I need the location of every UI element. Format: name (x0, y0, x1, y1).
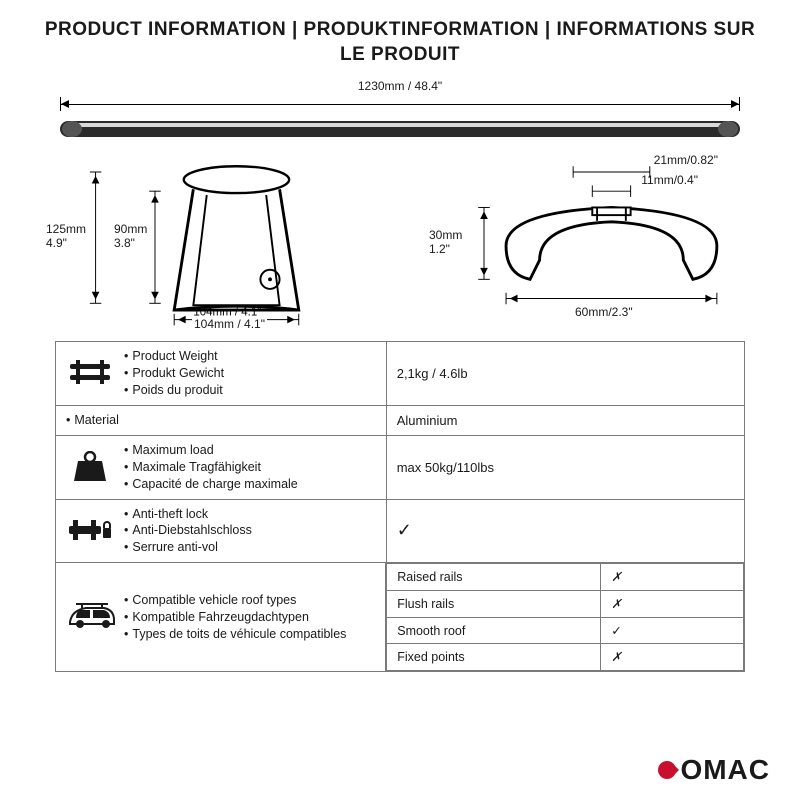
lock-icon (66, 516, 114, 545)
lock-label-de: Anti-Diebstahlschloss (124, 522, 252, 539)
spec-table: Product Weight Produkt Gewicht Poids du … (55, 341, 745, 672)
brand-dot-icon (658, 761, 676, 779)
row-load: Maximum load Maximale Tragfähigkeit Capa… (56, 435, 745, 499)
foot-width: 104mm / 4.1" (192, 317, 267, 331)
length-arrow (60, 97, 740, 111)
row-roof: Compatible vehicle roof types Kompatible… (56, 563, 745, 672)
profile-diagram: 21mm/0.82" 11mm/0.4" 30mm 1.2" 60mm/2.3" (415, 151, 760, 331)
material-label: Material (66, 412, 376, 429)
foot-height-outer: 125mm 4.9" (46, 223, 86, 251)
row-weight: Product Weight Produkt Gewicht Poids du … (56, 342, 745, 406)
load-value: max 50kg/110lbs (386, 435, 744, 499)
profile-slot-inner: 11mm/0.4" (641, 173, 698, 187)
length-label: 1230mm / 48.4" (60, 79, 740, 93)
foot-diagram: 125mm 4.9" 90mm 3.8" (40, 151, 385, 331)
row-material: Material Aluminium (56, 406, 745, 436)
car-icon (66, 602, 114, 633)
roof-type-0: Raised rails (387, 564, 601, 591)
load-label-fr: Capacité de charge maximale (124, 476, 298, 493)
row-lock: Anti-theft lock Anti-Diebstahlschloss Se… (56, 499, 745, 563)
lock-value: ✓ (386, 499, 744, 563)
weight-label-en: Product Weight (124, 348, 224, 365)
load-label-de: Maximale Tragfähigkeit (124, 459, 298, 476)
roof-val-1: ✗ (601, 591, 744, 618)
roof-type-3: Fixed points (387, 644, 601, 671)
roof-type-2: Smooth roof (387, 618, 601, 644)
lock-label-en: Anti-theft lock (124, 506, 252, 523)
weight-label-de: Produkt Gewicht (124, 365, 224, 382)
roof-val-2: ✓ (601, 618, 744, 644)
brand-text: OMAC (680, 754, 770, 786)
material-value: Aluminium (386, 406, 744, 436)
lock-label-fr: Serrure anti-vol (124, 539, 252, 556)
profile-height: 30mm 1.2" (429, 229, 462, 257)
crossbar-side-view (60, 117, 740, 141)
roof-label-en: Compatible vehicle roof types (124, 592, 346, 609)
weight-value: 2,1kg / 4.6lb (386, 342, 744, 406)
roof-label-de: Kompatible Fahrzeugdachtypen (124, 609, 346, 626)
roof-val-0: ✗ (601, 564, 744, 591)
profile-width: 60mm/2.3" (575, 305, 633, 319)
roof-subtable: Raised rails✗ Flush rails✗ Smooth roof✓ … (386, 563, 744, 671)
page-title: PRODUCT INFORMATION | PRODUKTINFORMATION… (0, 0, 800, 71)
bars-icon (66, 360, 114, 387)
foot-height-inner: 90mm 3.8" (114, 223, 147, 251)
roof-val-3: ✗ (601, 644, 744, 671)
roof-type-1: Flush rails (387, 591, 601, 618)
profile-slot-outer: 21mm/0.82" (654, 153, 718, 167)
length-dimension-block: 1230mm / 48.4" (60, 79, 740, 111)
brand-logo: OMAC (658, 754, 770, 786)
load-label-en: Maximum load (124, 442, 298, 459)
weight-label-fr: Poids du produit (124, 382, 224, 399)
weight-icon (66, 451, 114, 484)
roof-label-fr: Types de toits de véhicule compatibles (124, 626, 346, 643)
